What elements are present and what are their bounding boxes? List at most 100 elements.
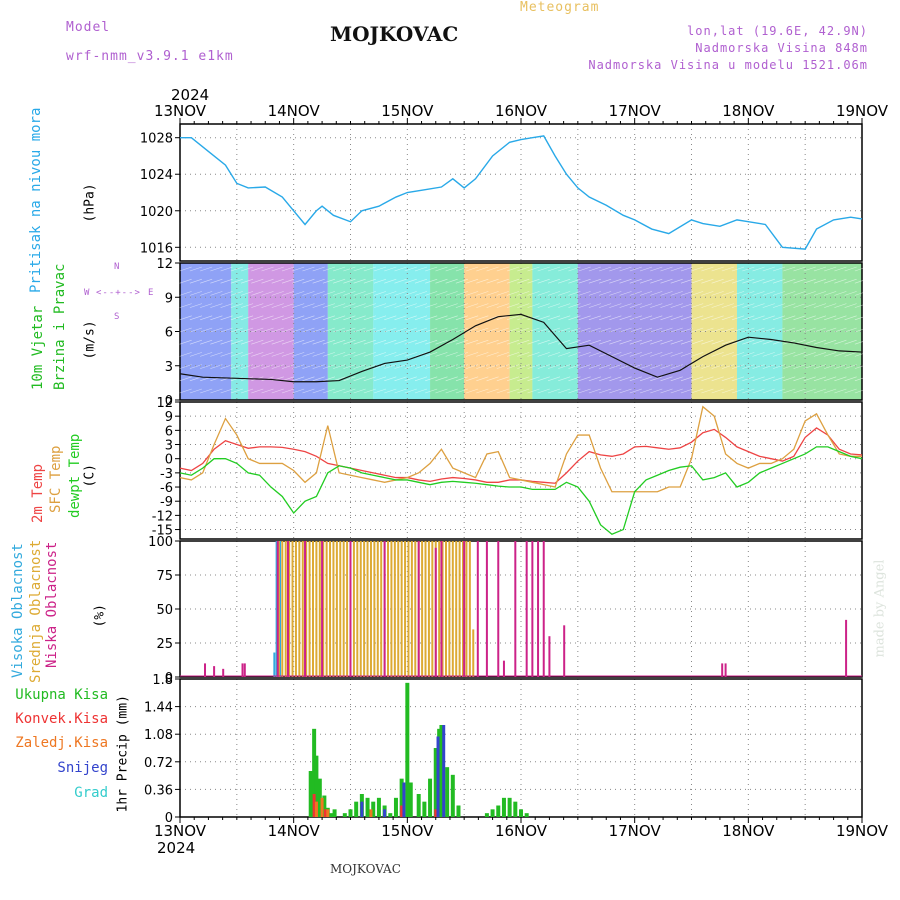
wind-arrow: [650, 291, 663, 296]
wind-arrow: [220, 315, 233, 321]
wind-arrow: [854, 352, 867, 357]
x-label-top: 14NOV: [268, 102, 321, 120]
wind-arrow: [691, 278, 704, 284]
wind-arrow: [302, 339, 315, 345]
wind-arrow: [425, 278, 438, 284]
wind-arrow: [404, 315, 417, 321]
wind-arrow: [322, 303, 335, 308]
wind-arrow: [721, 327, 734, 333]
wind-arrow: [517, 278, 530, 284]
wind-arrow: [711, 339, 724, 345]
cloud-bar-mid_cloud: [311, 541, 314, 677]
wind-arrow: [803, 339, 816, 345]
precip-bar-conv_precip: [434, 809, 438, 817]
wind-arrow: [292, 278, 305, 284]
wind-arrow: [302, 327, 315, 333]
wind-arrow: [384, 303, 397, 308]
wind-arrow: [537, 291, 550, 296]
wind-arrow: [363, 291, 376, 296]
cloud-bar-mid_cloud: [342, 541, 345, 677]
wind-arrow: [414, 315, 428, 321]
cloud-bar-low_cloud: [721, 663, 724, 677]
wind-arrow: [701, 291, 714, 296]
wind-arrow: [547, 352, 561, 357]
wind-arrow: [230, 364, 243, 369]
cloud-bar-mid_cloud: [335, 541, 338, 677]
wind-arrow: [578, 291, 591, 296]
wind-arrow: [292, 327, 305, 333]
wind-arrow: [384, 291, 397, 296]
wind-arrow: [312, 303, 325, 308]
wind-arrow: [302, 278, 315, 284]
wind-arrow: [629, 376, 642, 382]
cloud-bar-low_cloud: [304, 541, 307, 677]
wind-arrow: [650, 339, 663, 345]
cloud-bar-mid_cloud: [407, 541, 410, 677]
wind-arrow: [639, 266, 653, 272]
cloud-bar-mid_cloud: [380, 541, 383, 677]
wind-arrow: [189, 278, 203, 284]
wind-arrow: [200, 266, 213, 272]
wind-arrow: [312, 266, 325, 272]
wind-arrow: [517, 388, 530, 394]
wind-arrow: [271, 327, 284, 333]
wind-arrow: [271, 303, 284, 308]
wind-arrow: [404, 291, 417, 296]
wind-arrow: [476, 266, 489, 272]
wind-arrow: [824, 327, 837, 333]
wind-arrow: [537, 327, 550, 333]
wind-arrow: [230, 278, 243, 284]
wind-arrow: [547, 364, 561, 369]
precip-bar-total_precip: [308, 771, 313, 817]
wind-arrow: [261, 266, 274, 272]
wind-arrow: [312, 327, 325, 333]
wind-arrow: [445, 327, 458, 333]
wind-arrow: [793, 266, 806, 272]
wind-arrow: [834, 388, 847, 394]
wind-arrow: [803, 303, 816, 308]
wind-arrow: [660, 327, 673, 333]
wind-arrow: [619, 291, 632, 296]
wind-arrow: [629, 266, 642, 272]
wind-arrow: [240, 364, 254, 369]
cloud-bar-mid_cloud: [427, 541, 430, 677]
wind-arrow: [732, 352, 745, 357]
wind-arrow: [721, 315, 734, 321]
wind-arrow: [517, 266, 530, 272]
wind-arrow: [619, 352, 632, 357]
precip-bar-total_precip: [490, 809, 495, 817]
wind-arrow: [558, 278, 571, 284]
wind-arrow: [701, 266, 714, 272]
wind-arrow: [691, 352, 704, 357]
cloud-bar-mid_cloud: [359, 541, 362, 677]
wind-arrow: [394, 278, 407, 284]
y-tick-label: 1.8: [152, 673, 173, 688]
wind-arrow: [783, 278, 796, 284]
wind-arrow: [537, 266, 550, 272]
wind-arrow: [292, 364, 305, 369]
wind-arrow: [322, 364, 335, 369]
wind-arrow: [660, 278, 673, 284]
wind-arrow: [394, 376, 407, 382]
wind-arrow: [384, 364, 397, 369]
wind-arrow: [506, 339, 520, 345]
wind-arrow: [813, 315, 827, 321]
wind-arrow: [261, 339, 274, 345]
wind-arrow: [588, 327, 601, 333]
wind-arrow: [435, 388, 448, 394]
wind-arrow: [752, 266, 765, 272]
wind-arrow: [506, 291, 520, 296]
wind-arrow: [353, 291, 366, 296]
wind-arrow: [445, 303, 458, 308]
wind-arrow: [639, 315, 653, 321]
cloud-bar-mid_cloud: [346, 541, 349, 677]
wind-arrow: [629, 339, 642, 345]
wind-arrow: [414, 327, 428, 333]
compass-east: E: [148, 288, 154, 298]
wind-arrow: [844, 364, 857, 369]
wind-arrow: [629, 291, 642, 296]
wind-arrow: [680, 315, 694, 321]
cloud-bar-low_cloud: [548, 636, 551, 677]
wind-arrow: [251, 303, 264, 308]
wind-arrow: [220, 266, 233, 272]
